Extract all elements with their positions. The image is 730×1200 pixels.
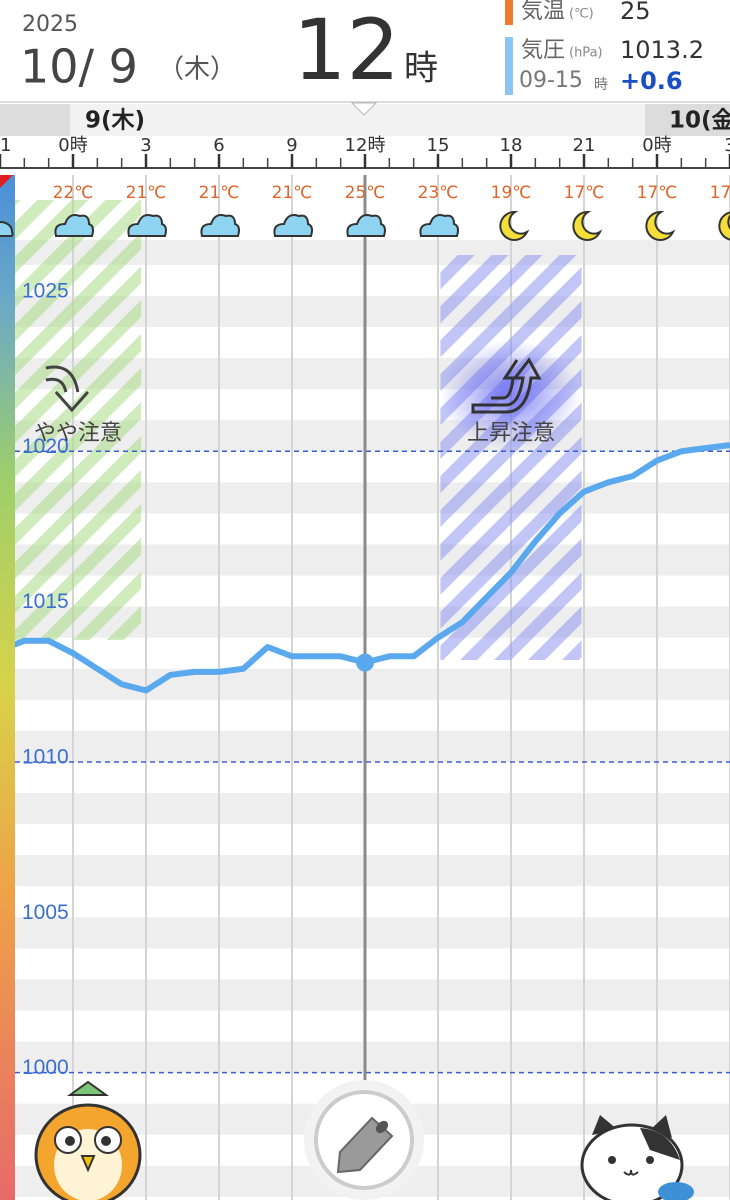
temp-label: 気温 xyxy=(521,0,565,24)
change-period: 09-15 xyxy=(519,68,583,93)
day-label: 10(金) xyxy=(669,108,730,134)
caution-icon xyxy=(45,365,89,413)
caution-glow xyxy=(441,340,581,450)
temperature-label: 17℃ xyxy=(564,183,605,203)
moon-icon xyxy=(645,210,676,241)
pressure-value: 1013.2 xyxy=(620,36,704,64)
moon-icon xyxy=(499,210,530,241)
caution-label: やや注意 xyxy=(34,421,122,446)
temp-marker xyxy=(505,0,513,25)
cloud-icon xyxy=(419,214,459,237)
temperature-label: 19℃ xyxy=(491,183,532,203)
year: 2025 xyxy=(22,12,78,37)
x-tick-label: 3 xyxy=(140,135,151,156)
y-tick-label: 1005 xyxy=(22,901,69,924)
x-tick-label: 18 xyxy=(500,135,523,156)
day-label: 9(木) xyxy=(85,108,145,134)
y-tick-label: 1015 xyxy=(22,590,69,613)
date: 10/ 9 xyxy=(20,40,138,94)
cat-character xyxy=(580,1115,694,1200)
caution-region xyxy=(14,200,142,640)
temperature-label: 25℃ xyxy=(345,183,386,203)
temp-unit: (℃) xyxy=(569,7,594,22)
caution-label: 上昇注意 xyxy=(467,421,555,446)
x-tick-label: 3 xyxy=(724,135,730,156)
x-tick-label: 21 xyxy=(573,135,596,156)
time-axis: 9(木) 10(金) 21 0時 3 6 9 12時 15 18 21 0時 3 22℃ 21℃ 21℃ 21℃… xyxy=(0,108,730,241)
day-band xyxy=(70,104,645,136)
pressure-change: +0.6 xyxy=(620,67,683,95)
level-bar xyxy=(0,175,15,1200)
hour-unit: 時 xyxy=(404,49,438,89)
cloud-icon xyxy=(273,214,313,237)
x-tick-label: 15 xyxy=(427,135,450,156)
moon-icon xyxy=(572,210,603,241)
time-pointer xyxy=(350,102,378,116)
y-tick-label: 1010 xyxy=(22,745,69,768)
edit-button[interactable] xyxy=(304,1080,424,1200)
temperature-label: 21℃ xyxy=(272,183,313,203)
cloud-icon xyxy=(346,214,386,237)
temperature-label: 21℃ xyxy=(126,183,167,203)
x-tick-label: 9 xyxy=(286,135,297,156)
cloud-icon xyxy=(200,214,240,237)
caution-icon xyxy=(471,357,542,414)
temp-value: 25 xyxy=(620,0,651,25)
caution-region xyxy=(440,255,582,660)
pressure-label: 気圧 xyxy=(521,38,565,63)
y-tick-label: 1020 xyxy=(22,435,69,458)
pressure-marker xyxy=(505,37,513,95)
level-bar-top xyxy=(0,175,13,188)
pressure-unit: (hPa) xyxy=(569,46,603,61)
x-tick-label: 21 xyxy=(0,135,11,156)
owl-character xyxy=(34,1080,142,1200)
moon-icon xyxy=(718,211,730,241)
temperature-label: 21℃ xyxy=(199,183,240,203)
x-tick-label: 6 xyxy=(213,135,224,156)
cloud-icon xyxy=(0,220,14,237)
x-tick-label: 12時 xyxy=(345,135,386,156)
cloud-icon xyxy=(127,214,167,237)
y-tick-label: 1000 xyxy=(22,1056,69,1079)
temperature-label: 17℃ xyxy=(637,183,678,203)
y-tick-label: 1025 xyxy=(22,279,69,302)
change-period-unit: 時 xyxy=(594,77,608,93)
temperature-label: 23℃ xyxy=(418,183,459,203)
temperature-label: 22℃ xyxy=(53,183,94,203)
x-tick-label: 0時 xyxy=(58,135,87,156)
x-tick-label: 0時 xyxy=(642,135,671,156)
cloud-icon xyxy=(54,214,94,237)
current-hour: 12 xyxy=(293,1,400,99)
temperature-label: 17℃ xyxy=(710,183,730,203)
current-point xyxy=(356,653,374,672)
weekday: （木） xyxy=(158,55,236,85)
header-bg xyxy=(0,0,730,102)
